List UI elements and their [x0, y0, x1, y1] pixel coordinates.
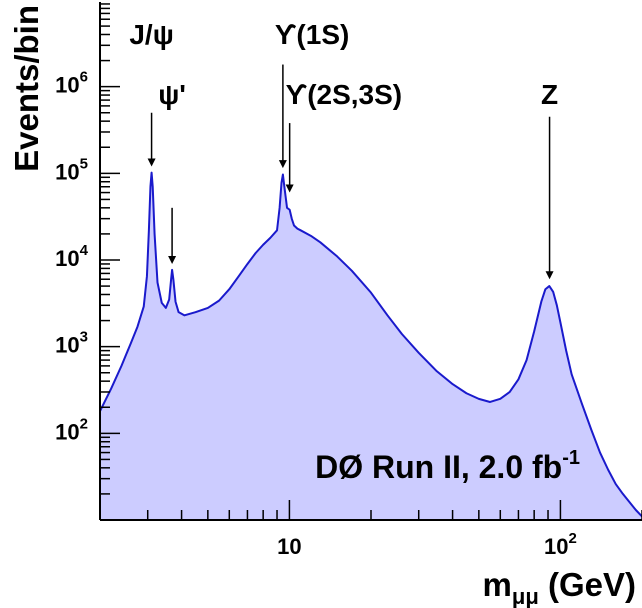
arrow-head-icon	[147, 158, 156, 167]
arrow-head-icon	[545, 271, 554, 280]
axes	[99, 2, 642, 521]
axis-labels: 102 103 104 105 106 10 102 Events/bin mμμ (GeV) D…	[8, 5, 636, 608]
annotation-label: ϒ(1S)	[275, 19, 349, 50]
y-tick-label: 103	[55, 329, 88, 358]
x-tick-label: 102	[544, 530, 577, 559]
x-tick-label: 10	[277, 534, 301, 559]
y-tick-label: 106	[55, 69, 88, 98]
arrow-head-icon	[168, 255, 177, 264]
annotation-label: ϒ(2S,3S)	[286, 79, 402, 110]
y-tick-label: 105	[55, 155, 88, 184]
resonance-annotations: J/ψ ψ' ϒ(1S) ϒ(2S,3S) Z	[129, 19, 558, 280]
annotation-label: J/ψ	[129, 19, 173, 50]
arrow-head-icon	[278, 160, 287, 169]
spectrum-fill	[100, 172, 642, 520]
spectrum-line	[99, 171, 642, 518]
annotation-label: ψ'	[158, 79, 186, 110]
x-axis-title: mμμ (GeV)	[483, 566, 636, 608]
arrow-head-icon	[285, 184, 294, 193]
annotation-label: Z	[541, 79, 558, 110]
y-tick-label: 102	[55, 415, 88, 444]
experiment-label: DØ Run II, 2.0 fb-1	[315, 447, 580, 485]
y-tick-label: 104	[55, 242, 88, 271]
plot-area	[99, 171, 642, 520]
y-axis-title: Events/bin	[8, 5, 45, 172]
